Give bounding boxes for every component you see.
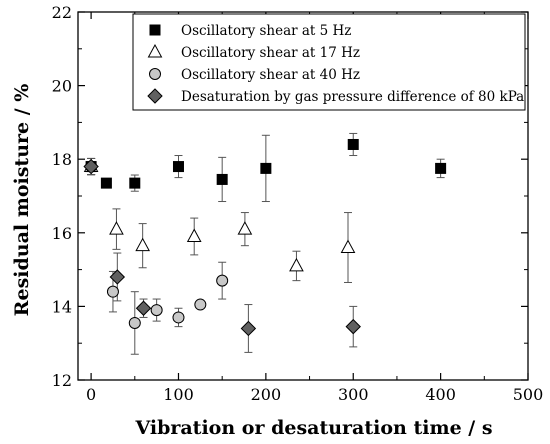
data-point-triangle [109, 221, 124, 235]
data-point-square [216, 173, 228, 185]
data-point-circle [194, 298, 207, 311]
data-point-triangle [340, 239, 356, 254]
data-point-square [260, 162, 272, 174]
x-tick-label: 100 [163, 385, 194, 404]
data-point-square [347, 138, 359, 150]
data-markers [83, 138, 447, 337]
data-point-triangle [289, 257, 304, 272]
x-tick-label: 500 [513, 385, 544, 404]
data-point-square [435, 162, 447, 174]
legend-marker-circle [149, 68, 161, 80]
y-tick-label: 16 [52, 224, 72, 243]
data-point-circle [150, 304, 163, 317]
y-axis-title: Residual moisture / % [11, 84, 33, 317]
data-point-diamond [345, 318, 361, 335]
legend: Oscillatory shear at 5 Hz Oscillatory she… [132, 13, 526, 111]
axes: 0 100 200 300 400 500 12 14 16 18 20 22 [52, 3, 544, 404]
legend-box [132, 13, 526, 111]
data-point-circle [216, 274, 229, 287]
data-point-diamond [135, 300, 152, 316]
data-point-square [129, 177, 141, 189]
legend-marker-triangle [147, 43, 163, 58]
legend-marker-square [149, 24, 161, 36]
data-point-circle [106, 285, 119, 298]
legend-label: Oscillatory shear at 40 Hz [181, 67, 360, 83]
data-point-circle [172, 311, 185, 324]
data-point-square [172, 161, 184, 173]
data-point-circle [128, 316, 141, 329]
data-point-diamond [83, 158, 99, 175]
data-point-diamond [109, 269, 126, 285]
error-bars [87, 132, 445, 355]
y-tick-label: 18 [52, 150, 72, 169]
x-tick-label: 0 [86, 385, 96, 404]
y-tick-label: 14 [52, 297, 72, 316]
y-tick-label: 12 [52, 371, 72, 390]
data-point-triangle [135, 237, 150, 252]
legend-label: Oscillatory shear at 5 Hz [181, 23, 351, 39]
x-tick-label: 300 [338, 385, 369, 404]
x-tick-label: 200 [251, 385, 282, 404]
data-point-triangle [237, 221, 253, 235]
y-tick-label: 20 [52, 77, 72, 96]
x-tick-label: 400 [425, 385, 456, 404]
legend-label: Oscillatory shear at 17 Hz [181, 45, 360, 61]
x-axis-title: Vibration or desaturation time / s [134, 417, 492, 439]
y-tick-label: 22 [52, 3, 72, 22]
legend-label: Desaturation by gas pressure difference … [181, 89, 524, 105]
data-point-triangle [186, 228, 202, 242]
data-point-square [100, 177, 112, 189]
legend-marker-diamond [147, 88, 163, 104]
data-point-diamond [240, 320, 257, 337]
